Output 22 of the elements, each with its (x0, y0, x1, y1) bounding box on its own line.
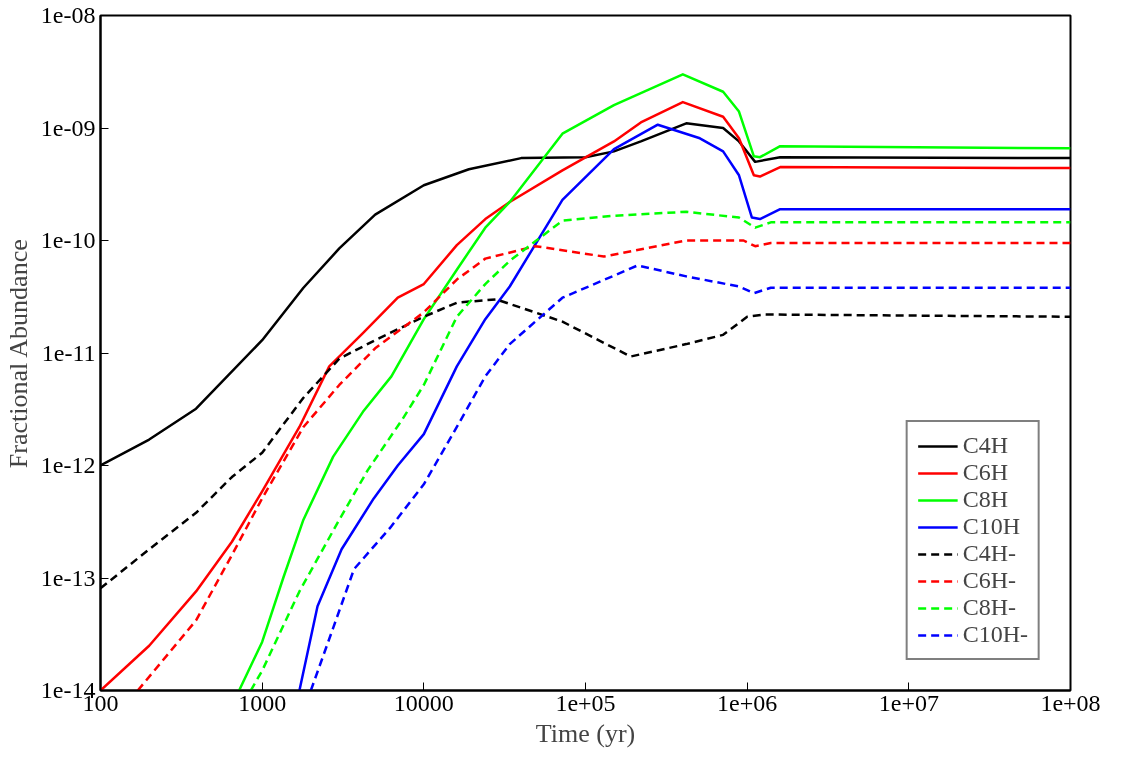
legend-label: C4H- (962, 540, 1016, 567)
x-tick-label: 1e+05 (555, 689, 616, 716)
x-axis-title: Time (yr) (535, 718, 636, 748)
y-tick-label: 1e-12 (40, 452, 96, 478)
legend-label: C8H (962, 486, 1008, 513)
legend-label: C6H- (962, 567, 1016, 594)
y-axis-title: Fractional Abundance (3, 239, 33, 469)
y-tick-label: 1e-13 (40, 564, 96, 591)
y-tick-label: 1e-10 (40, 227, 96, 253)
legend-label: C10H (962, 513, 1020, 540)
x-tick-label: 1e+07 (878, 689, 939, 716)
y-tick-label: 1e-08 (40, 2, 96, 28)
y-tick-label: 1e-09 (40, 114, 96, 141)
y-tick-label: 1e-11 (41, 339, 96, 366)
legend-label: C8H- (962, 594, 1016, 621)
x-tick-label: 1e+08 (1040, 689, 1101, 716)
legend-label: C10H- (962, 621, 1028, 648)
x-tick-label: 10000 (393, 689, 454, 716)
x-tick-label: 1000 (238, 689, 287, 716)
legend-label: C4H (962, 432, 1008, 459)
legend-label: C6H (962, 459, 1008, 486)
x-tick-label: 1e+06 (717, 689, 778, 716)
